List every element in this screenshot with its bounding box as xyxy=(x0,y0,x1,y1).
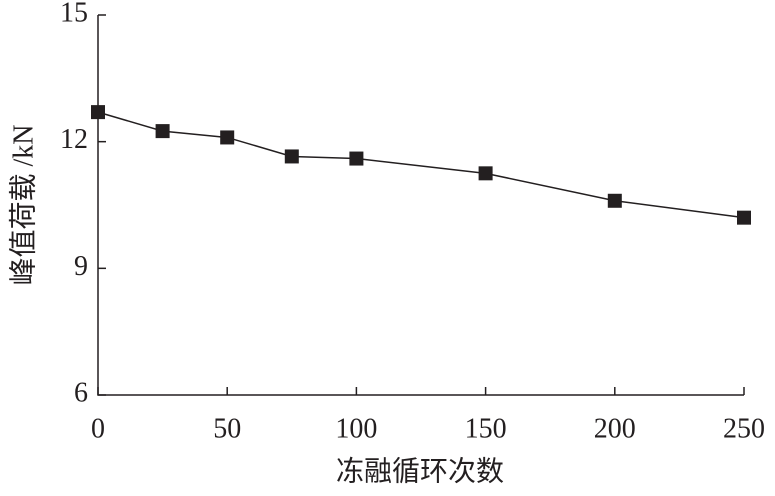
marker xyxy=(284,149,299,164)
x-tick-label: 100 xyxy=(335,413,377,444)
x-tick-label: 200 xyxy=(594,413,636,444)
y-tick-label: 12 xyxy=(60,124,88,155)
x-tick-label: 50 xyxy=(213,413,241,444)
x-axis-label: 冻融循环次数 xyxy=(336,455,504,487)
x-tick-label: 150 xyxy=(465,413,507,444)
y-tick-label: 15 xyxy=(60,0,88,28)
y-axis-label: 峰值荷载 /kN xyxy=(7,124,39,285)
y-tick-label: 9 xyxy=(74,251,88,282)
marker xyxy=(737,210,751,225)
marker xyxy=(349,151,364,166)
marker xyxy=(607,193,622,208)
line xyxy=(97,111,745,219)
y-tick-label: 6 xyxy=(74,377,88,408)
x-tick-label: 250 xyxy=(723,413,765,444)
marker xyxy=(478,166,493,181)
marker xyxy=(220,130,235,145)
marker xyxy=(155,124,170,139)
marker xyxy=(91,105,105,120)
x-tick-label: 0 xyxy=(91,413,105,444)
